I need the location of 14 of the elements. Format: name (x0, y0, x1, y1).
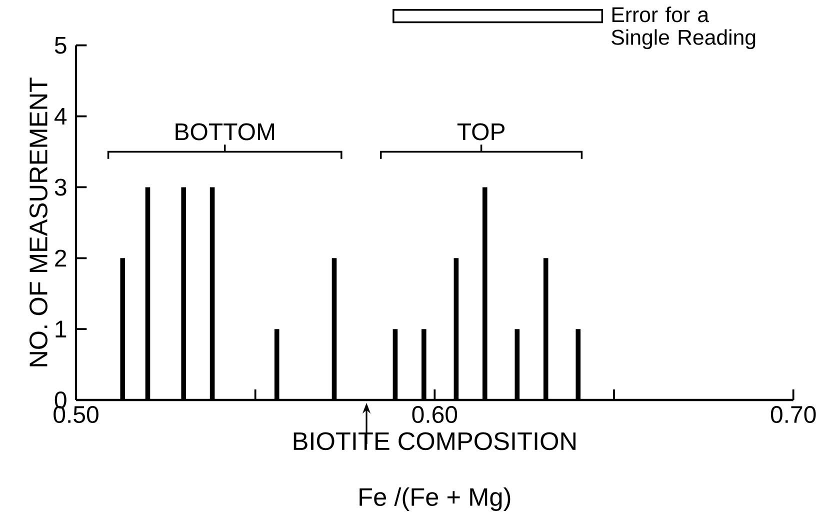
annotation: Error for a Single Reading (612, 6, 756, 50)
y-tick-label: 2 (55, 250, 66, 267)
x-axis-title: BIOTITE COMPOSITION (294, 432, 576, 450)
y-tick-label: 5 (54, 36, 66, 54)
y-tick-label: 3 (54, 178, 66, 196)
text: Fe /(Fe + Mg) (360, 487, 510, 511)
annotation: TOP (457, 123, 504, 140)
y-tick-label: 4 (54, 108, 67, 125)
x-tick-label: 0.70 (770, 406, 816, 424)
x-tick-label: 0.60 (412, 406, 458, 424)
annotation: BOTTOM (176, 123, 274, 140)
x-tick-label: 0.50 (54, 406, 98, 424)
y-tick-label: 1 (56, 320, 66, 338)
y-axis-title: NO. OF MEASUREMENT (30, 78, 48, 366)
